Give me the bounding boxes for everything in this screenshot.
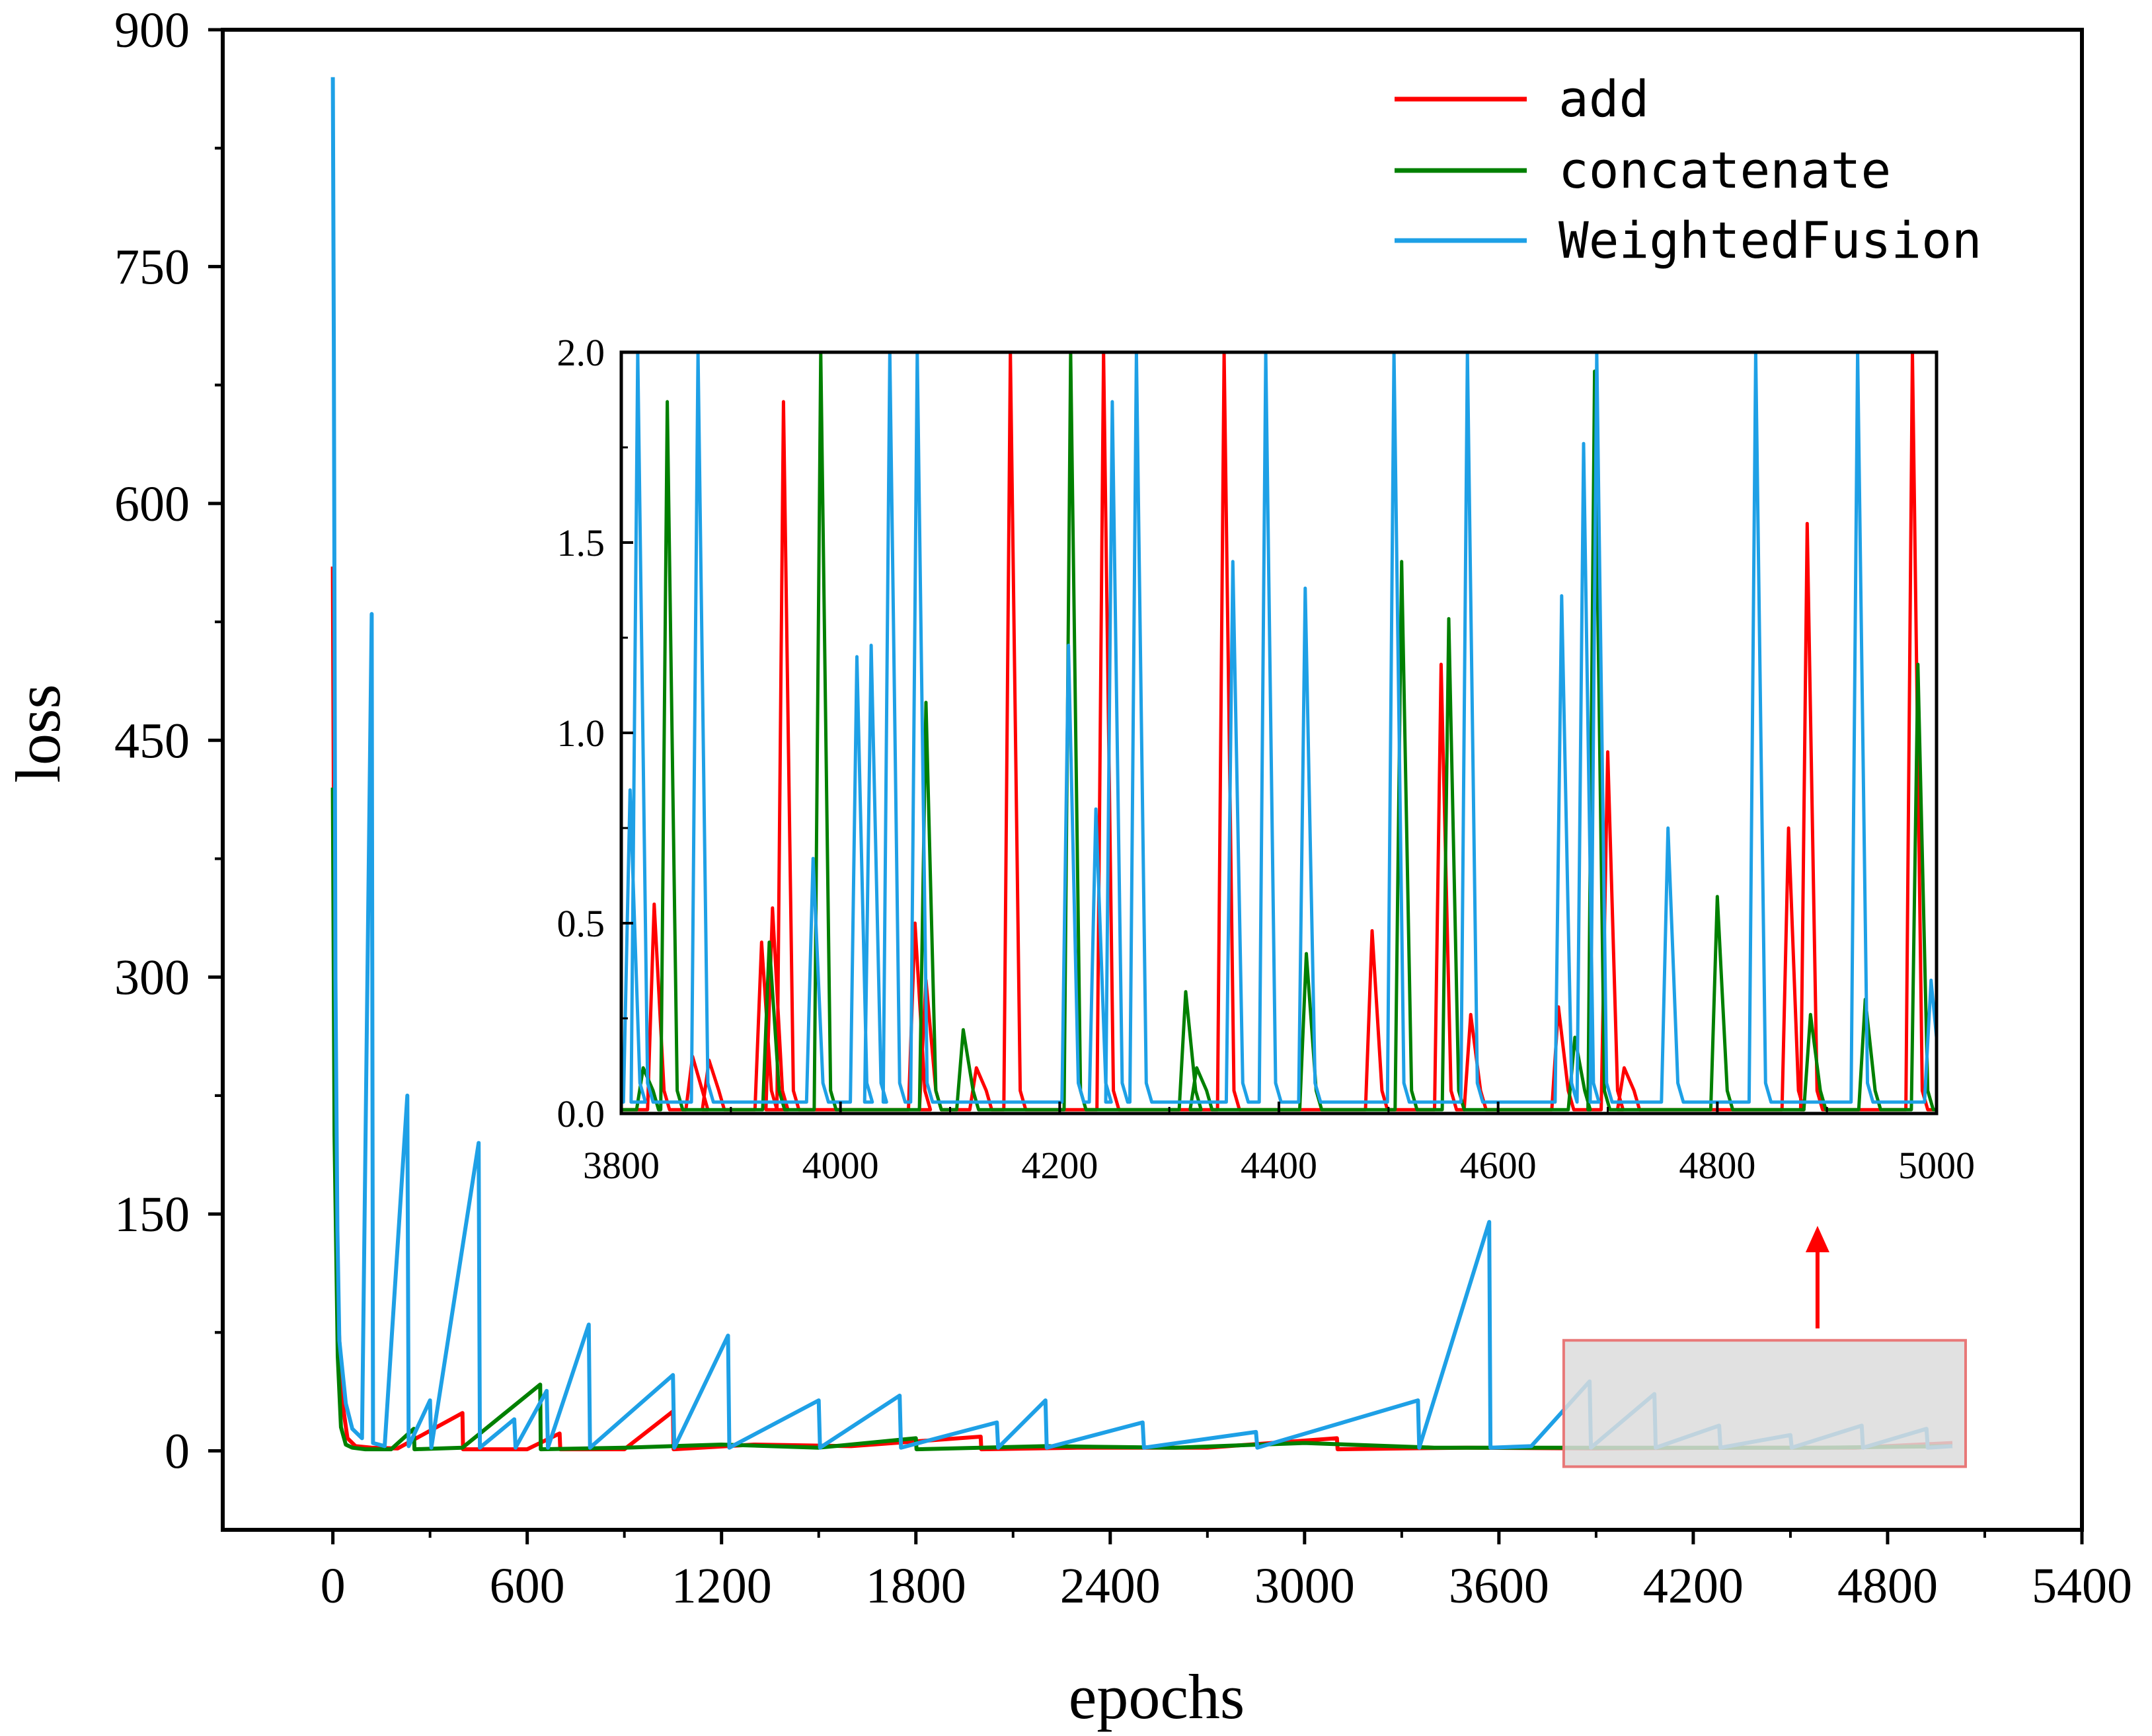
x-tick-label: 3000 — [1254, 1558, 1355, 1614]
inset-y-tick-label: 2.0 — [557, 331, 605, 374]
inset-x-tick-label: 5000 — [1898, 1144, 1975, 1187]
legend-label-concatenate: concatenate — [1558, 141, 1891, 200]
inset-y-tick-label: 1.5 — [557, 521, 605, 564]
y-tick-label: 450 — [114, 713, 190, 769]
inset-x-tick-label: 4200 — [1021, 1144, 1098, 1187]
x-tick-label: 5400 — [2032, 1558, 2132, 1614]
x-tick-label: 600 — [490, 1558, 565, 1614]
inset-y-tick-label: 0.5 — [557, 902, 605, 945]
inset-axes: 3800 4000 4200 4400 4600 4800 5000 0.0 0.5 1.0 1.5… — [557, 331, 1976, 1187]
x-tick-label: 2400 — [1060, 1558, 1161, 1614]
legend-label-add: add — [1558, 69, 1649, 128]
inset-x-tick-label: 4600 — [1460, 1144, 1537, 1187]
inset-background — [621, 352, 1937, 1113]
x-tick-label: 0 — [321, 1558, 346, 1614]
zoom-arrow-head — [1805, 1226, 1829, 1252]
x-tick-label: 1800 — [866, 1558, 966, 1614]
y-tick-label: 0 — [165, 1424, 190, 1480]
inset-x-tick-label: 4000 — [802, 1144, 879, 1187]
inset-plot: 3800 4000 4200 4400 4600 4800 5000 0.0 0.5 1.0 1.5… — [557, 331, 1976, 1187]
y-axis-title: loss — [3, 684, 73, 782]
x-tick-label: 4800 — [1837, 1558, 1938, 1614]
inset-y-tick-label: 1.0 — [557, 712, 605, 755]
y-tick-label: 150 — [114, 1187, 190, 1242]
x-tick-label: 3600 — [1449, 1558, 1549, 1614]
x-tick-label: 4200 — [1643, 1558, 1744, 1614]
x-tick-label: 1200 — [672, 1558, 772, 1614]
main-axes: 0 600 1200 1800 2400 3000 3600 4200 4800 5400 0 150… — [114, 3, 2132, 1614]
main-axes-frame — [221, 28, 2084, 1532]
inset-y-tick-label: 0.0 — [557, 1092, 605, 1135]
inset-x-tick-label: 4800 — [1679, 1144, 1755, 1187]
zoom-highlight-region — [1562, 1339, 1967, 1468]
legend: add concatenate WeightedFusion — [1395, 69, 1982, 270]
inset-series-lines — [621, 352, 1937, 1112]
x-axis-title: epochs — [1069, 1661, 1245, 1732]
y-tick-label: 300 — [114, 950, 190, 1006]
main-plot: 0 600 1200 1800 2400 3000 3600 4200 4800 5400 0 150… — [3, 3, 2132, 1732]
inset-series-weightedfusion — [621, 352, 1937, 1104]
y-tick-label: 750 — [114, 239, 190, 295]
main-series-concatenate — [330, 787, 1953, 1452]
legend-label-weightedfusion: WeightedFusion — [1558, 211, 1982, 270]
inset-series-concatenate — [621, 352, 1937, 1112]
inset-x-tick-label: 4400 — [1241, 1144, 1317, 1187]
y-tick-label: 600 — [114, 476, 190, 532]
y-tick-label: 900 — [114, 3, 190, 58]
zoom-arrow — [1805, 1226, 1829, 1329]
inset-x-tick-label: 3800 — [583, 1144, 660, 1187]
